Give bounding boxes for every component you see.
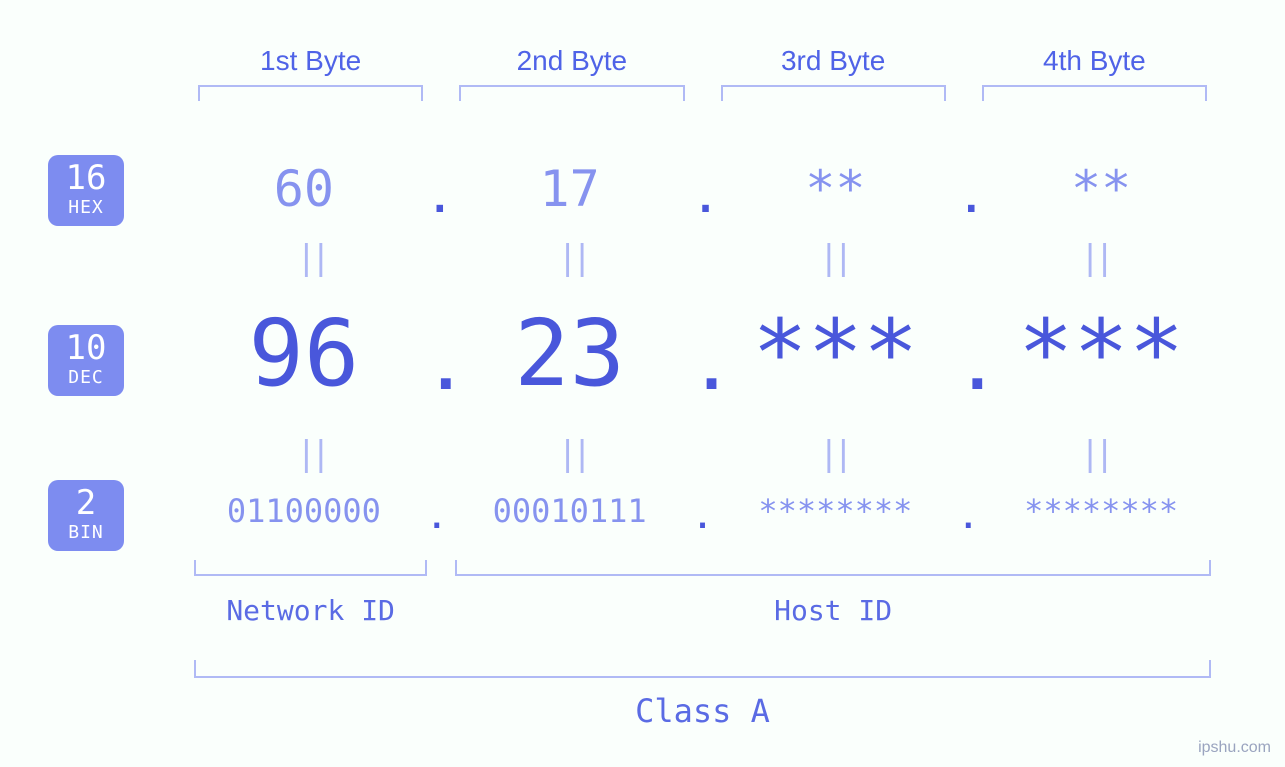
equals-row-1: || || || || (180, 238, 1225, 278)
badge-bin-num: 2 (48, 486, 124, 520)
dot-icon: . (694, 334, 712, 404)
bin-byte-1: 01100000 (180, 492, 428, 530)
class-bracket (194, 660, 1211, 678)
bin-byte-2: 00010111 (446, 492, 694, 530)
badge-dec-txt: DEC (48, 367, 124, 388)
byte-label-2-text: 2nd Byte (441, 45, 702, 77)
dot-icon: . (959, 501, 977, 536)
dec-byte-2: 23 (446, 300, 694, 407)
hex-byte-1: 60 (180, 160, 428, 218)
byte-label-4-text: 4th Byte (964, 45, 1225, 77)
byte-bracket-3 (721, 85, 946, 101)
byte-labels-row: 1st Byte 2nd Byte 3rd Byte 4th Byte (180, 45, 1225, 101)
class-label: Class A (180, 692, 1225, 730)
badge-bin-txt: BIN (48, 522, 124, 543)
hex-byte-2: 17 (446, 160, 694, 218)
network-id-label: Network ID (180, 594, 441, 627)
ip-bytes-diagram: 1st Byte 2nd Byte 3rd Byte 4th Byte 16 H… (0, 0, 1285, 767)
byte-label-3-text: 3rd Byte (703, 45, 964, 77)
byte-bracket-2 (459, 85, 684, 101)
equals-row-2: || || || || (180, 434, 1225, 474)
equals-icon: || (441, 238, 702, 278)
dot-icon: . (428, 176, 446, 222)
network-id-group: Network ID (180, 560, 441, 627)
equals-icon: || (964, 434, 1225, 474)
badge-hex: 16 HEX (48, 155, 124, 226)
network-bracket (194, 560, 427, 576)
host-bracket (455, 560, 1211, 576)
dot-icon: . (428, 501, 446, 536)
equals-icon: || (180, 238, 441, 278)
host-id-group: Host ID (441, 560, 1225, 627)
network-host-brackets: Network ID Host ID (180, 560, 1225, 627)
byte-bracket-1 (198, 85, 423, 101)
dec-byte-4: *** (977, 300, 1225, 407)
equals-icon: || (441, 434, 702, 474)
dec-byte-1: 96 (180, 300, 428, 407)
dot-icon: . (694, 501, 712, 536)
badge-hex-num: 16 (48, 161, 124, 195)
dot-icon: . (959, 176, 977, 222)
equals-icon: || (180, 434, 441, 474)
equals-icon: || (964, 238, 1225, 278)
byte-label-3: 3rd Byte (703, 45, 964, 101)
byte-label-4: 4th Byte (964, 45, 1225, 101)
bin-byte-3: ******** (712, 492, 960, 530)
host-id-label: Host ID (441, 594, 1225, 627)
byte-label-2: 2nd Byte (441, 45, 702, 101)
badge-bin: 2 BIN (48, 480, 124, 551)
badge-dec: 10 DEC (48, 325, 124, 396)
hex-byte-3: ** (712, 160, 960, 218)
bin-row: 01100000 . 00010111 . ******** . *******… (180, 492, 1225, 530)
dec-row: 96 . 23 . *** . *** (180, 300, 1225, 407)
byte-label-1: 1st Byte (180, 45, 441, 101)
equals-icon: || (703, 238, 964, 278)
class-group: Class A (180, 660, 1225, 730)
byte-label-1-text: 1st Byte (180, 45, 441, 77)
dot-icon: . (694, 176, 712, 222)
bin-byte-4: ******** (977, 492, 1225, 530)
hex-byte-4: ** (977, 160, 1225, 218)
hex-row: 60 . 17 . ** . ** (180, 160, 1225, 218)
watermark: ipshu.com (1198, 739, 1271, 757)
dec-byte-3: *** (712, 300, 960, 407)
byte-bracket-4 (982, 85, 1207, 101)
equals-icon: || (703, 434, 964, 474)
badge-hex-txt: HEX (48, 197, 124, 218)
dot-icon: . (428, 334, 446, 404)
dot-icon: . (959, 334, 977, 404)
badge-dec-num: 10 (48, 331, 124, 365)
